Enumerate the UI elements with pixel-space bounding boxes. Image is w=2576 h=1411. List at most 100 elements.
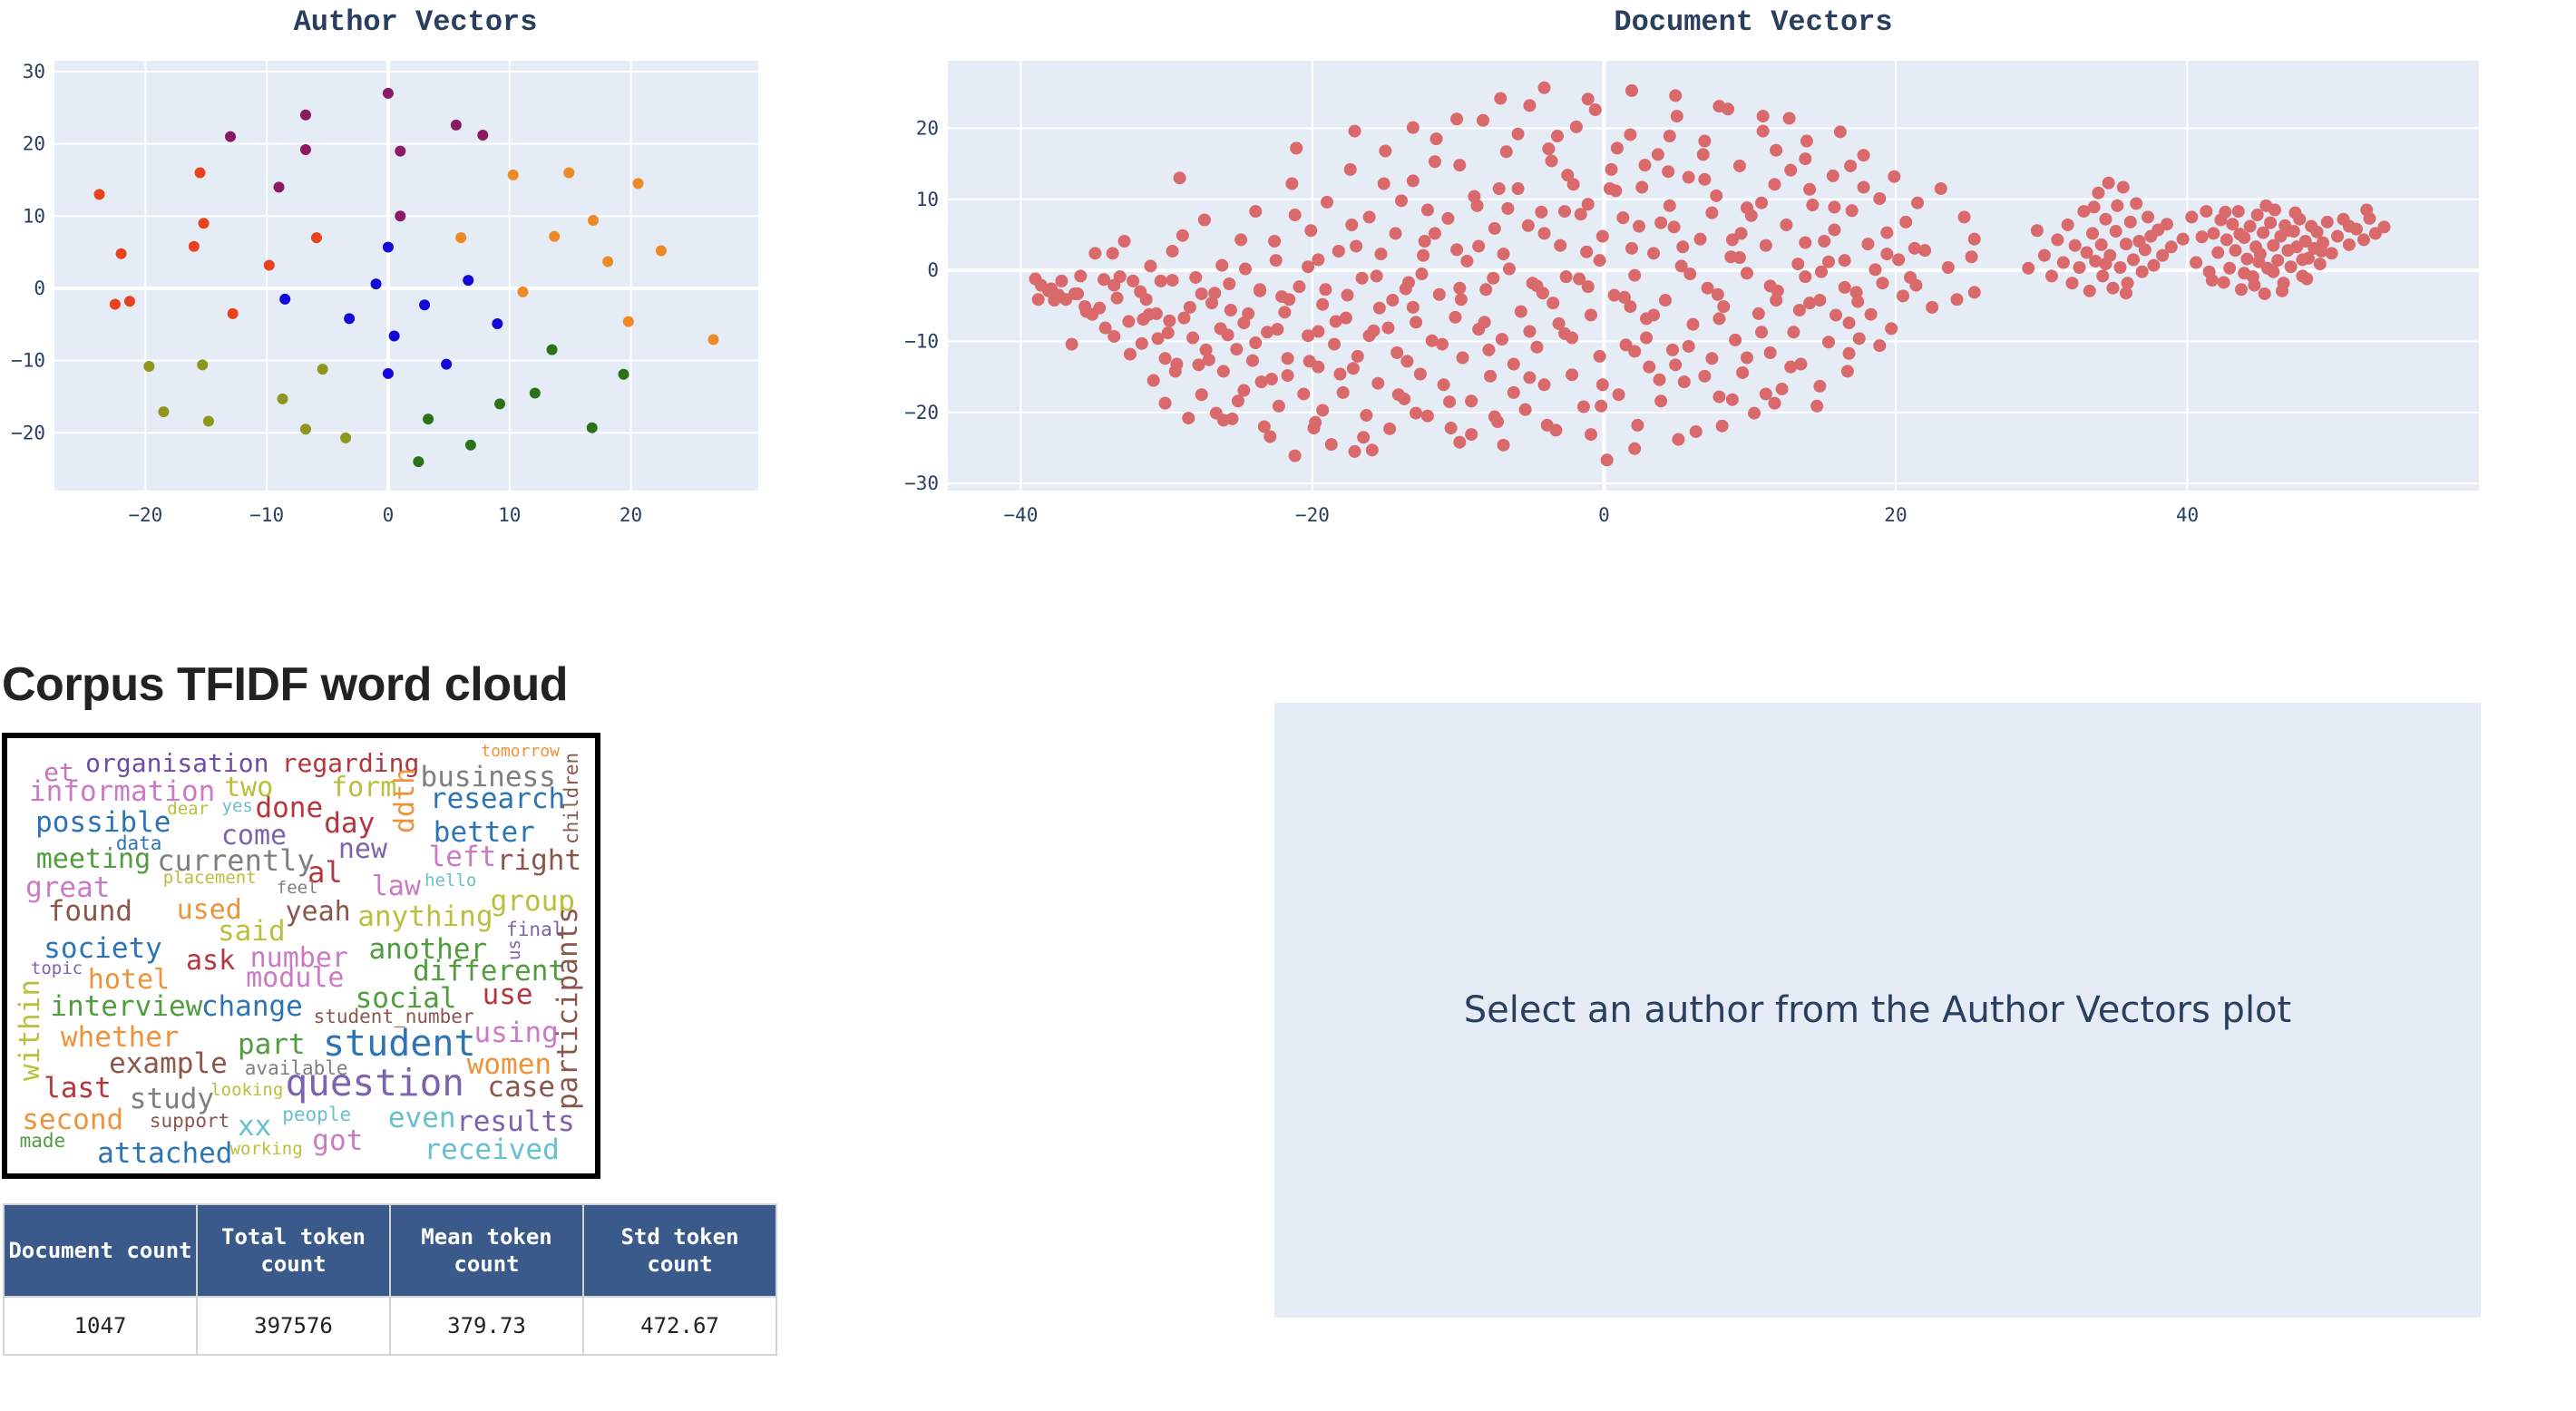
scatter-point[interactable] [1686,317,1700,331]
scatter-point[interactable] [1864,307,1878,321]
scatter-point[interactable] [1410,406,1423,420]
scatter-point[interactable] [1293,280,1306,294]
scatter-point[interactable] [1782,112,1796,125]
scatter-point[interactable] [1734,227,1748,240]
scatter-point[interactable] [2313,258,2327,271]
scatter-point[interactable] [1770,294,1783,307]
scatter-point[interactable] [455,232,467,244]
scatter-point[interactable] [395,210,406,222]
scatter-point[interactable] [1420,409,1434,423]
scatter-point[interactable] [1711,287,1724,301]
scatter-point[interactable] [1888,170,1901,183]
scatter-point[interactable] [2176,232,2190,246]
scatter-point[interactable] [1654,394,1668,408]
scatter-point[interactable] [1701,281,1714,295]
scatter-point[interactable] [2056,256,2070,269]
scatter-point[interactable] [1851,295,1865,308]
scatter-point[interactable] [1168,365,1182,378]
scatter-point[interactable] [1254,375,1268,389]
scatter-point[interactable] [1643,360,1656,374]
scatter-point[interactable] [1495,333,1508,346]
scatter-point[interactable] [109,298,121,310]
scatter-point[interactable] [1740,351,1753,365]
scatter-point[interactable] [1449,310,1462,324]
scatter-point[interactable] [1840,365,1854,378]
scatter-point[interactable] [1896,289,1909,303]
scatter-point[interactable] [1926,300,1939,314]
scatter-point[interactable] [1631,418,1644,432]
scatter-point[interactable] [1110,291,1124,305]
scatter-point[interactable] [1759,238,1772,252]
scatter-point[interactable] [2030,224,2044,238]
scatter-point[interactable] [2243,219,2257,233]
scatter-point[interactable] [622,316,634,327]
scatter-point[interactable] [2281,224,2295,238]
scatter-point[interactable] [1852,332,1866,345]
scatter-point[interactable] [1712,312,1726,326]
scatter-point[interactable] [382,87,394,99]
scatter-point[interactable] [1261,326,1274,339]
scatter-point[interactable] [1107,278,1121,292]
scatter-point[interactable] [1784,360,1798,374]
scatter-point[interactable] [1444,422,1458,435]
scatter-point[interactable] [1799,152,1812,166]
scatter-point[interactable] [1818,235,1831,248]
scatter-point[interactable] [2051,233,2064,247]
scatter-point[interactable] [197,359,209,371]
scatter-point[interactable] [1662,165,1675,179]
scatter-point[interactable] [2200,205,2213,219]
scatter-point[interactable] [1182,412,1195,425]
scatter-point[interactable] [1880,226,1894,239]
scatter-point[interactable] [1257,420,1271,433]
scatter-point[interactable] [1682,339,1695,353]
scatter-point[interactable] [1502,262,1516,276]
scatter-point[interactable] [2190,256,2203,269]
scatter-point[interactable] [1775,382,1789,395]
scatter-point[interactable] [2099,212,2113,226]
scatter-point[interactable] [423,414,434,425]
scatter-point[interactable] [1540,418,1554,432]
scatter-point[interactable] [340,432,352,443]
scatter-point[interactable] [1689,424,1703,438]
scatter-point[interactable] [2037,248,2051,262]
scatter-point[interactable] [1158,396,1172,410]
scatter-point[interactable] [395,145,406,157]
scatter-point[interactable] [1329,315,1342,328]
scatter-point[interactable] [2377,220,2391,234]
scatter-point[interactable] [1676,240,1690,254]
scatter-point[interactable] [188,240,200,252]
scatter-point[interactable] [2267,238,2280,252]
scatter-point[interactable] [1603,182,1616,196]
scatter-point[interactable] [1792,303,1806,316]
scatter-point[interactable] [1472,239,1486,253]
scatter-point[interactable] [2267,265,2280,278]
scatter-point[interactable] [1672,433,1685,446]
scatter-point[interactable] [2320,215,2334,229]
scatter-point[interactable] [1588,103,1602,117]
scatter-point[interactable] [1355,271,1369,285]
scatter-point[interactable] [1390,346,1404,360]
scatter-point[interactable] [1195,388,1208,402]
scatter-point[interactable] [1437,378,1450,392]
scatter-point[interactable] [2238,267,2251,280]
scatter-point[interactable] [1465,394,1478,408]
scatter-point[interactable] [1149,307,1163,320]
scatter-point[interactable] [1759,387,1772,401]
scatter-point[interactable] [1518,403,1532,416]
scatter-point[interactable] [1216,365,1230,378]
scatter-point[interactable] [1595,399,1608,413]
scatter-point[interactable] [1230,343,1244,356]
scatter-point[interactable] [2121,277,2134,290]
scatter-point[interactable] [2271,254,2285,268]
scatter-point[interactable] [388,330,400,342]
scatter-point[interactable] [344,313,356,325]
scatter-point[interactable] [2102,176,2115,190]
scatter-point[interactable] [1264,372,1278,385]
scatter-point[interactable] [1487,271,1500,285]
scatter-point[interactable] [2296,253,2309,267]
scatter-point[interactable] [2106,281,2120,295]
scatter-point[interactable] [1350,239,1363,253]
scatter-point[interactable] [1712,100,1726,113]
scatter-point[interactable] [1336,385,1350,399]
scatter-point[interactable] [1838,254,1851,268]
